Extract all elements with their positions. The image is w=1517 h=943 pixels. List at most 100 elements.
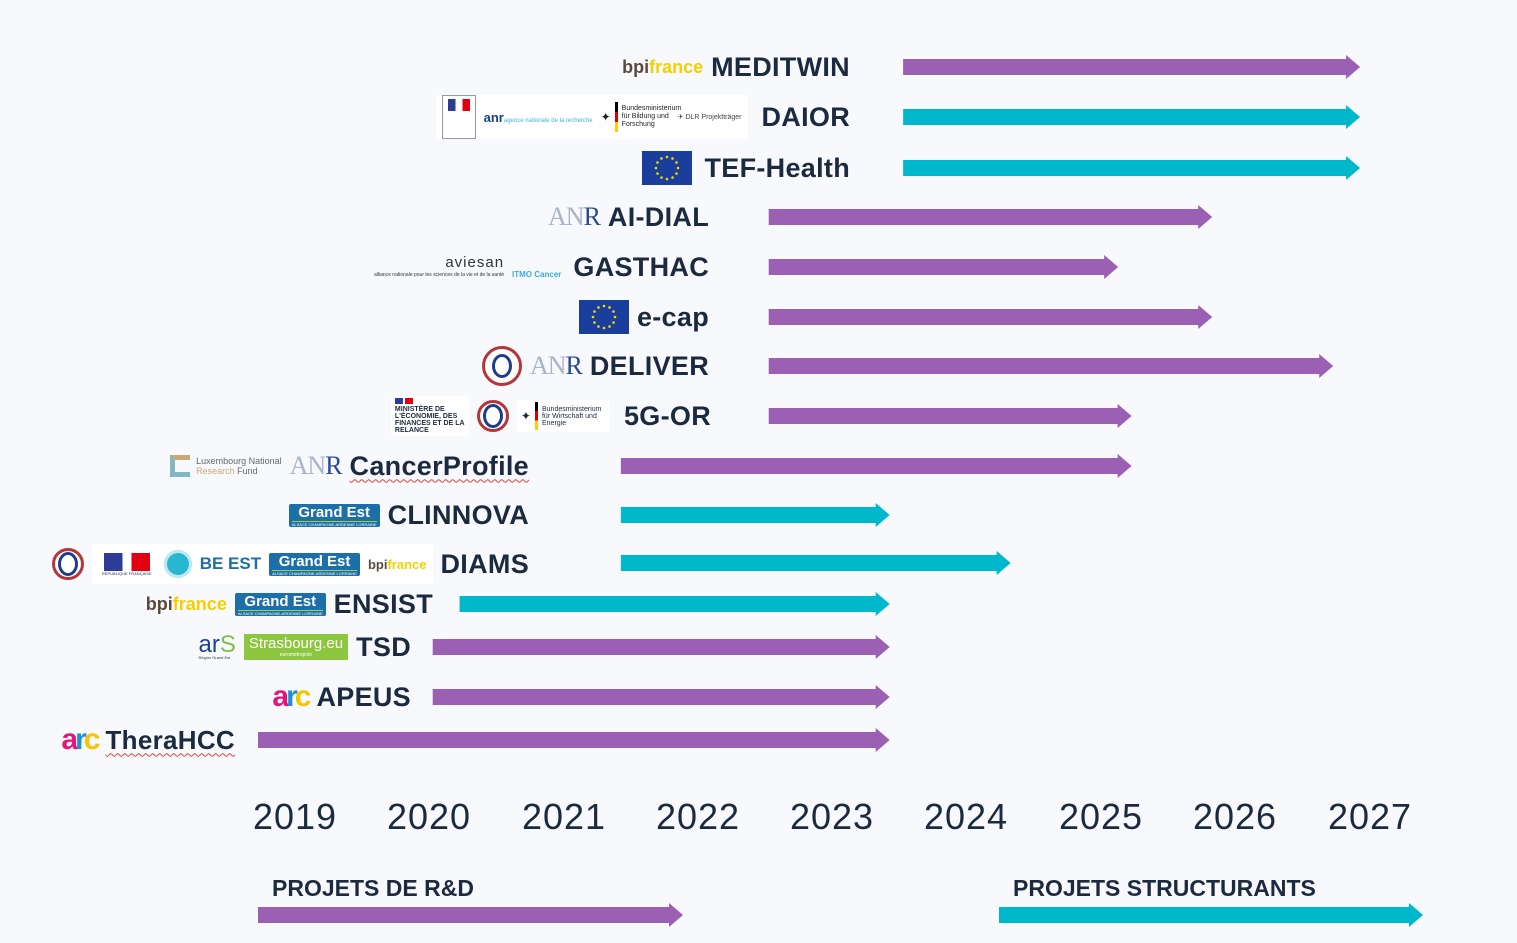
ministere-logo	[441, 95, 476, 139]
bpifrance-logo: bpi france	[622, 56, 704, 77]
project-name: MEDITWIN	[711, 51, 850, 82]
project-name: DAIOR	[761, 101, 850, 132]
timeline-arrow-e-cap	[768, 305, 1213, 329]
bmbf-logo: ✦ Bundesministerium für Bildung und Forsc…	[601, 102, 681, 132]
strasbourg-eu-logo: Strasbourg.eu eurometropole	[243, 634, 349, 660]
project-name: AI-DIAL	[607, 201, 709, 232]
timeline-arrow-apeus	[432, 685, 890, 709]
eu-star-icon	[666, 155, 669, 159]
eu-star-icon	[656, 161, 660, 164]
eu-star-icon	[608, 306, 611, 309]
bmwi-logo: ✦ Bundesministerium für Wirtschaft und En…	[516, 400, 610, 432]
project-name: TheraHCC	[105, 724, 235, 755]
itmo-cancer-logo: ITMO Cancer	[512, 269, 562, 279]
dlr-logo: ✈ DLR Projektträger	[677, 114, 742, 121]
legend-arrow-rd	[258, 903, 683, 927]
project-row-ai-dial: AN R AI-DIAL	[548, 197, 709, 237]
eu-star-icon	[666, 177, 669, 181]
anr-logo: AN R	[289, 451, 343, 480]
ministere-economie-logo: MINISTÈRE DE L'ÉCONOMIE, DES FINANCES ET…	[390, 396, 469, 436]
anr-logo: anragence nationale de la recherche	[483, 109, 593, 125]
eu-flag-logo	[578, 300, 629, 334]
timeline-arrow-clinnova	[620, 503, 890, 527]
eu-star-icon	[671, 176, 675, 179]
project-name: ENSIST	[333, 588, 433, 619]
grand-est-logo: Grand Est ALSACE CHAMPAGNE-ARDENNE LORRAI…	[234, 592, 326, 616]
eu-star-icon	[591, 315, 595, 319]
project-name: GASTHAC	[573, 251, 709, 282]
x-tick-label: 2019	[252, 796, 338, 837]
timeline-arrow-ai-dial	[768, 205, 1213, 229]
x-tick-label: 2021	[521, 796, 607, 837]
eu-star-icon	[675, 172, 679, 175]
investir-avenir-logo	[481, 346, 522, 386]
x-tick-label: 2027	[1327, 796, 1413, 837]
eu-flag-logo	[642, 151, 693, 185]
ars-logo: arS Région Grand Est	[198, 630, 236, 660]
eu-star-icon	[593, 310, 596, 313]
eu-star-icon	[612, 310, 615, 313]
project-name: CLINNOVA	[387, 499, 529, 530]
project-name: DELIVER	[589, 350, 709, 381]
project-row-meditwin: bpi france MEDITWIN	[622, 47, 850, 87]
eu-star-icon	[671, 157, 675, 160]
eu-star-icon	[655, 166, 658, 170]
eu-star-icon	[593, 321, 596, 324]
project-name: 5G-OR	[623, 400, 711, 431]
project-row-tef-health: TEF-Health	[642, 148, 850, 188]
timeline-arrow-ensist	[459, 592, 890, 616]
grand-est-logo: Grand Est ALSACE CHAMPAGNE-ARDENNE LORRAI…	[288, 503, 380, 527]
timeline-arrow-tef-health	[903, 156, 1361, 180]
eu-star-icon	[677, 166, 680, 170]
project-name: TSD	[356, 631, 411, 662]
daior-logos: anragence nationale de la recherche ✦ Bun…	[435, 95, 748, 139]
eu-star-icon	[660, 176, 664, 179]
x-tick-label: 2022	[655, 796, 741, 837]
anr-logo: AN R	[548, 202, 601, 231]
project-name: TEF-Health	[704, 152, 850, 183]
eu-star-icon	[675, 161, 679, 164]
x-tick-label: 2026	[1192, 796, 1278, 837]
aviesan-logo: aviesan alliance nationale pour les scien…	[373, 254, 505, 279]
project-name: e-cap	[636, 301, 709, 332]
luxembourg-nrf-logo: Luxembourg National Research Fund	[170, 455, 282, 477]
grand-est-logo: Grand Est ALSACE CHAMPAGNE-ARDENNE LORRAI…	[269, 552, 360, 576]
eu-star-icon	[612, 321, 615, 324]
project-row-diams: RÉPUBLIQUE FRANÇAISE BE EST Grand Est ALS…	[51, 544, 529, 584]
legend-label-structurant: PROJETS STRUCTURANTS	[1013, 875, 1316, 901]
x-tick-label: 2020	[386, 796, 472, 837]
be-est-logo: BE EST	[199, 554, 262, 573]
project-row-ensist: bpi france Grand Est ALSACE CHAMPAGNE-ARDE…	[146, 584, 433, 624]
project-name: DIAMS	[440, 548, 529, 579]
legend-arrow-structurant	[999, 903, 1423, 927]
project-name: APEUS	[316, 681, 411, 712]
republique-francaise-logo: RÉPUBLIQUE FRANÇAISE	[97, 550, 156, 578]
investir-avenir-logo	[51, 548, 84, 580]
bpifrance-logo: bpi france	[367, 556, 427, 572]
timeline-arrow-cancerprofile	[620, 454, 1132, 478]
project-row-deliver: AN R DELIVER	[481, 346, 709, 386]
timeline-arrow-5g-or	[768, 404, 1132, 428]
eu-star-icon	[602, 304, 606, 308]
x-tick-label: 2024	[923, 796, 1009, 837]
project-row-cancerprofile: Luxembourg National Research Fund AN R Can…	[170, 446, 529, 486]
diams-logos: RÉPUBLIQUE FRANÇAISE BE EST Grand Est ALS…	[91, 544, 433, 584]
investir-avenir-logo	[476, 400, 509, 432]
timeline-arrow-tsd	[432, 635, 890, 659]
timeline-arrow-therahcc	[258, 728, 890, 752]
x-tick-label: 2023	[789, 796, 875, 837]
eu-star-icon	[613, 315, 617, 319]
eu-star-icon	[597, 306, 600, 309]
project-row-daior: anragence nationale de la recherche ✦ Bun…	[435, 95, 850, 139]
bpifrance-logo: bpi france	[145, 593, 227, 614]
x-tick-label: 2025	[1058, 796, 1144, 837]
eu-star-icon	[656, 172, 660, 175]
timeline-arrow-diams	[620, 551, 1011, 575]
project-row-clinnova: Grand Est ALSACE CHAMPAGNE-ARDENNE LORRAI…	[288, 495, 529, 535]
timeline-arrow-meditwin	[903, 55, 1361, 79]
eu-star-icon	[608, 325, 611, 328]
